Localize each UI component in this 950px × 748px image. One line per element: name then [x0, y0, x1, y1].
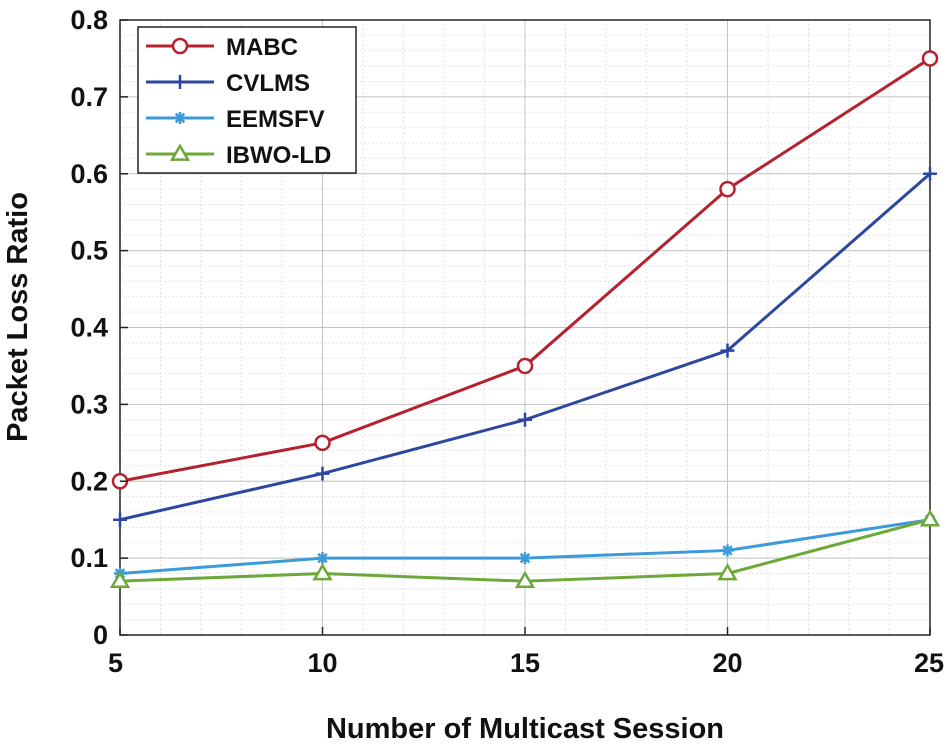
marker-plus [315, 466, 330, 481]
y-tick-label: 0 [93, 620, 108, 650]
marker-asterisk [174, 112, 186, 124]
axis-ticks: 0 0.1 0.2 0.3 0.4 0.5 0.6 0.7 0.8 5 10 15 20 25 [70, 5, 944, 678]
marker-asterisk [721, 544, 734, 557]
legend-box [137, 26, 357, 174]
legend-label: CVLMS [226, 70, 310, 97]
y-tick-label: 0.7 [70, 82, 108, 112]
marker-triangle [109, 570, 131, 589]
y-axis-title: Packet Loss Ratio [2, 192, 34, 442]
legend-label: IBWO-LD [226, 142, 331, 169]
x-axis-title: Number of Multicast Session [326, 713, 724, 743]
marker-circle [314, 434, 331, 452]
x-tick-label: 25 [914, 648, 944, 678]
legend-item-eemsfv: EEMSFV [146, 106, 325, 133]
legend-item-mabc: MABC [146, 34, 298, 61]
legend-label: MABC [226, 34, 298, 61]
legend-items: MABC CVLMS EEMSFV IBWO-LD [146, 34, 331, 169]
series-cvlms [113, 166, 937, 527]
y-tick-label: 0.3 [70, 389, 108, 419]
marker-plus [720, 343, 735, 358]
marker-circle [171, 37, 189, 55]
y-tick-label: 0.8 [70, 5, 108, 35]
y-tick-label: 0.6 [70, 159, 108, 189]
marker-circle [921, 50, 939, 67]
x-tick-label: 15 [510, 648, 540, 678]
y-tick-label: 0.1 [70, 543, 108, 573]
series-mabc [111, 50, 939, 490]
marker-plus [173, 75, 187, 89]
x-tick-label: 10 [307, 648, 337, 678]
series-ibwo-ld [109, 509, 941, 589]
legend-item-ibwo-ld: IBWO-LD [146, 142, 331, 169]
marker-triangle [312, 563, 333, 581]
marker-plus [518, 412, 532, 427]
y-tick-label: 0.2 [70, 466, 108, 496]
legend: MABC CVLMS EEMSFV IBWO-LD [137, 26, 357, 174]
y-tick-label: 0.4 [70, 313, 108, 343]
marker-triangle [169, 143, 191, 161]
x-tick-label: 5 [108, 648, 123, 678]
marker-plus [113, 512, 127, 527]
legend-label: EEMSFV [226, 106, 325, 133]
marker-triangle [919, 509, 941, 527]
marker-triangle [514, 570, 536, 589]
legend-item-cvlms: CVLMS [146, 70, 310, 97]
y-tick-label: 0.5 [70, 236, 108, 266]
marker-triangle [717, 563, 738, 581]
marker-circle [516, 357, 534, 375]
marker-circle [719, 180, 736, 198]
marker-asterisk [316, 552, 329, 565]
marker-plus [923, 166, 937, 181]
series-layer [109, 50, 941, 589]
marker-asterisk [519, 552, 531, 565]
x-tick-label: 20 [712, 648, 742, 678]
